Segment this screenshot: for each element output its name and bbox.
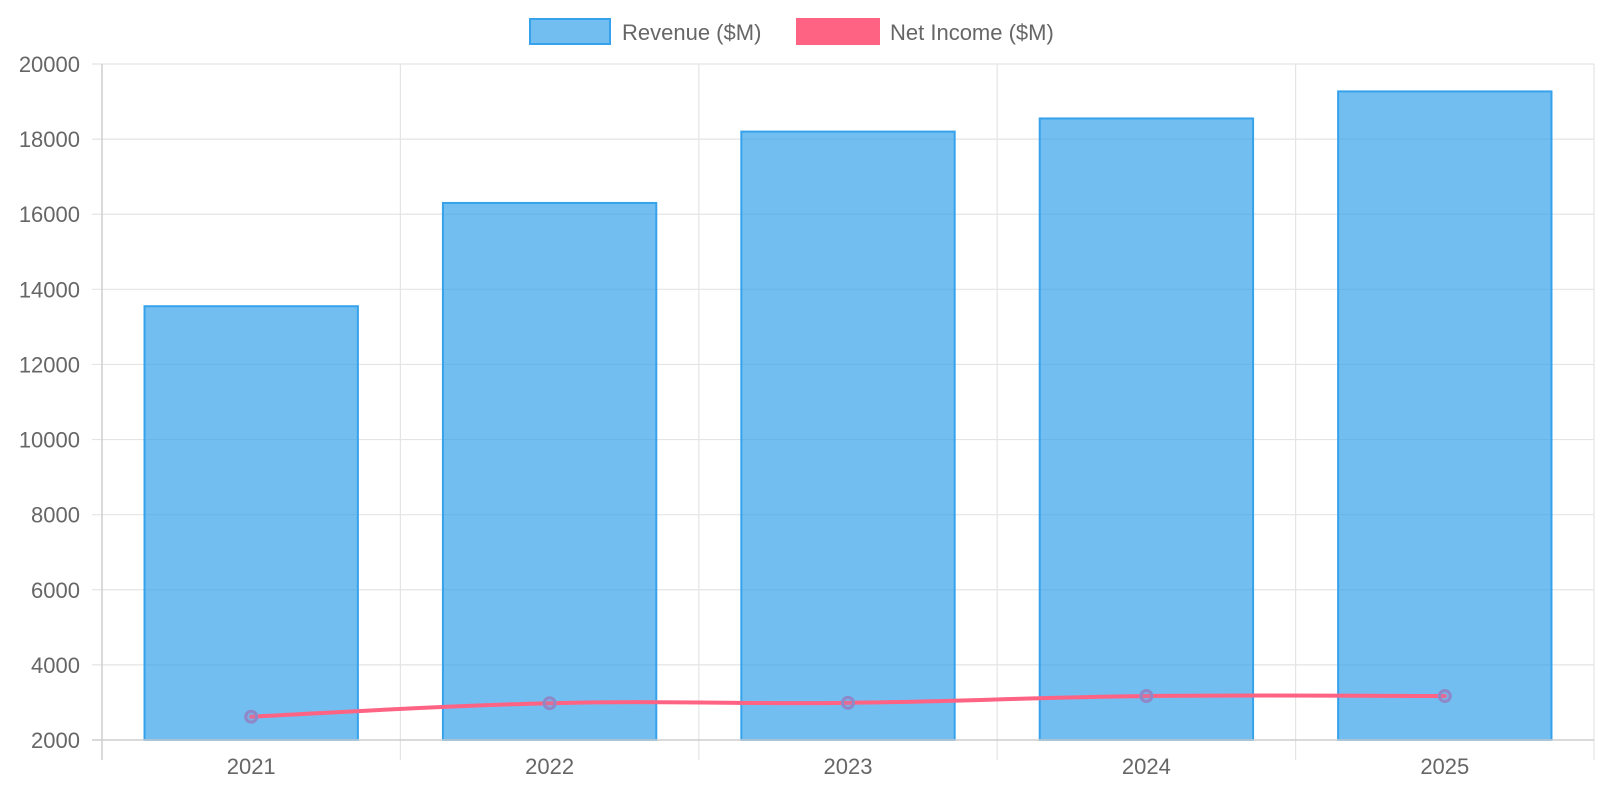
- point-net-income-2022[interactable]: [542, 696, 557, 711]
- x-tick-label: 2021: [227, 754, 276, 779]
- legend-label-net-income: Net Income ($M): [890, 20, 1054, 45]
- y-tick-label: 6000: [31, 578, 80, 603]
- net-income-line-layer: [244, 689, 1452, 724]
- y-tick-label: 8000: [31, 503, 80, 528]
- legend-label-revenue: Revenue ($M): [622, 20, 761, 45]
- net-income-line[interactable]: [249, 693, 1447, 719]
- bar-revenue-2025[interactable]: [1337, 90, 1553, 742]
- bar-revenue-2021[interactable]: [143, 305, 359, 741]
- bar-revenue-2024[interactable]: [1038, 117, 1255, 741]
- legend-swatch-revenue: [529, 18, 611, 45]
- y-tick-label: 4000: [31, 653, 80, 678]
- point-net-income-2025[interactable]: [1437, 689, 1452, 704]
- y-tick-label: 10000: [19, 428, 80, 453]
- point-net-income-2023[interactable]: [841, 695, 855, 710]
- y-tick-label: 14000: [19, 277, 80, 302]
- y-tick-label: 16000: [19, 202, 80, 227]
- bar-revenue-2022[interactable]: [441, 201, 658, 741]
- axes: 2000 4000 6000 8000 10000 12000 14000 16000 1800…: [19, 52, 1594, 779]
- y-tick-label: 18000: [19, 127, 80, 152]
- x-tick-label: 2024: [1122, 754, 1171, 779]
- point-net-income-2021[interactable]: [244, 709, 259, 724]
- legend: Revenue ($M) Net Income ($M): [529, 18, 1054, 45]
- legend-item-net-income[interactable]: Net Income ($M): [796, 18, 1054, 45]
- bar-revenue-2023[interactable]: [740, 130, 956, 742]
- legend-item-revenue[interactable]: Revenue ($M): [529, 18, 761, 45]
- revenue-bars: [143, 90, 1553, 742]
- x-tick-label: 2025: [1420, 754, 1469, 779]
- x-tick-label: 2023: [824, 754, 873, 779]
- legend-swatch-net-income: [796, 18, 880, 45]
- y-tick-label: 20000: [19, 52, 80, 77]
- y-tick-label: 12000: [19, 352, 80, 377]
- y-tick-label: 2000: [31, 728, 80, 753]
- x-tick-label: 2022: [525, 754, 574, 779]
- point-net-income-2024[interactable]: [1139, 689, 1154, 704]
